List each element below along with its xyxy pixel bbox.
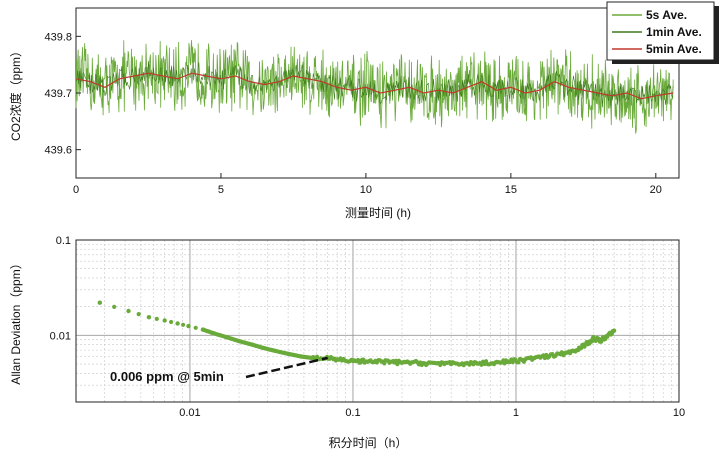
allan-deviation-chart: 0.01 0.1 1 10 0.01 0.1 积分时间（h） Allan Deviati… bbox=[9, 235, 685, 450]
bottom-y-axis-label: Allan Deviation（ppm） bbox=[9, 257, 23, 384]
bottom-x-tick-label: 1 bbox=[513, 407, 519, 419]
bottom-x-tick-label: 0.1 bbox=[345, 407, 360, 419]
allan-point bbox=[447, 360, 452, 365]
allan-point bbox=[186, 323, 191, 329]
bottom-y-ticks: 0.01 0.1 bbox=[50, 235, 71, 342]
top-x-tick-label: 5 bbox=[218, 184, 224, 196]
allan-point bbox=[154, 316, 159, 321]
legend-label-5s: 5s Ave. bbox=[646, 8, 687, 22]
bottom-y-tick-label: 0.01 bbox=[50, 330, 71, 342]
allan-point bbox=[126, 308, 131, 314]
allan-point bbox=[561, 353, 566, 358]
top-y-tick-label: 439.8 bbox=[44, 31, 72, 43]
top-x-tick-label: 15 bbox=[505, 184, 517, 196]
legend-box bbox=[606, 1, 715, 61]
allan-point bbox=[169, 319, 174, 325]
allan-point bbox=[97, 300, 103, 305]
allan-point bbox=[491, 362, 497, 367]
bottom-y-tick-label: 0.1 bbox=[56, 235, 71, 247]
top-y-tick-label: 439.6 bbox=[44, 145, 72, 157]
top-x-tick-label: 10 bbox=[360, 184, 372, 196]
legend-label-5min: 5min Ave. bbox=[646, 42, 702, 56]
top-x-axis-label: 测量时间 (h) bbox=[345, 206, 411, 220]
series-line-1min bbox=[75, 60, 674, 108]
top-series-group bbox=[75, 40, 674, 134]
allan-points bbox=[97, 300, 617, 368]
bottom-plot-frame bbox=[75, 239, 680, 403]
allan-point bbox=[405, 359, 410, 364]
top-x-ticks: 0 5 10 15 20 bbox=[73, 173, 662, 196]
bottom-x-axis-label: 积分时间（h） bbox=[329, 436, 408, 450]
bottom-grid bbox=[75, 239, 679, 403]
top-plot-frame bbox=[75, 7, 680, 179]
allan-point bbox=[382, 361, 387, 366]
top-legend: 5s Ave. 1min Ave. 5min Ave. bbox=[606, 1, 719, 64]
allan-point bbox=[479, 362, 484, 367]
allan-point bbox=[395, 362, 400, 367]
top-y-ticks: 439.6 439.7 439.8 bbox=[44, 31, 81, 157]
top-x-tick-label: 0 bbox=[73, 184, 79, 196]
top-y-tick-label: 439.7 bbox=[44, 88, 72, 100]
annotation-text: 0.006 ppm @ 5min bbox=[110, 369, 224, 384]
allan-point bbox=[193, 325, 198, 330]
allan-point bbox=[545, 355, 550, 360]
allan-point bbox=[611, 328, 616, 334]
series-line-5min bbox=[75, 72, 674, 100]
bottom-x-tick-label: 10 bbox=[673, 407, 685, 419]
bottom-x-tick-label: 0.01 bbox=[179, 407, 200, 419]
allan-point bbox=[162, 318, 167, 323]
allan-point bbox=[516, 360, 521, 365]
allan-point bbox=[146, 315, 152, 320]
top-x-tick-label: 20 bbox=[650, 184, 662, 196]
allan-point bbox=[112, 304, 117, 309]
bottom-x-ticks: 0.01 0.1 1 10 bbox=[179, 407, 685, 419]
co2-time-chart: 0 5 10 15 20 439.6 439.7 439.8 测量时间 (h) CO2浓度（… bbox=[8, 1, 719, 220]
allan-point bbox=[175, 321, 180, 326]
annotation: 0.006 ppm @ 5min bbox=[110, 356, 328, 384]
allan-point bbox=[136, 312, 141, 317]
top-y-axis-label: CO2浓度（ppm） bbox=[8, 45, 23, 141]
annotation-arrow bbox=[245, 356, 328, 379]
legend-label-1min: 1min Ave. bbox=[646, 25, 702, 39]
allan-point bbox=[181, 322, 186, 327]
